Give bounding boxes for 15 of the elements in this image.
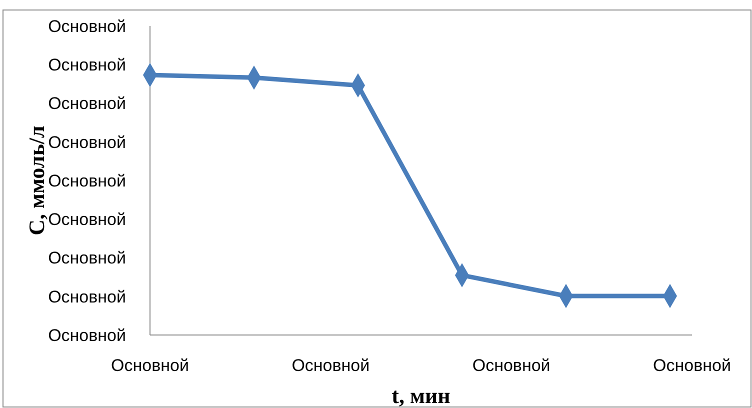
text: Основной xyxy=(653,356,731,375)
text: Основной xyxy=(472,356,550,375)
text: Основной xyxy=(292,356,370,375)
text: Основной xyxy=(48,287,126,306)
text: Основной xyxy=(111,356,189,375)
text: Основной xyxy=(48,210,126,230)
text: Основной xyxy=(48,171,126,190)
text: Основной xyxy=(48,16,126,36)
text: Основной xyxy=(48,248,126,268)
text: Основной xyxy=(48,132,126,152)
x-axis-title: t, мин xyxy=(392,383,451,408)
text: Основной xyxy=(48,326,126,345)
y-axis-title: С, ммоль/л xyxy=(24,126,49,236)
text: Основной xyxy=(48,56,126,75)
text: Основной xyxy=(48,94,126,114)
